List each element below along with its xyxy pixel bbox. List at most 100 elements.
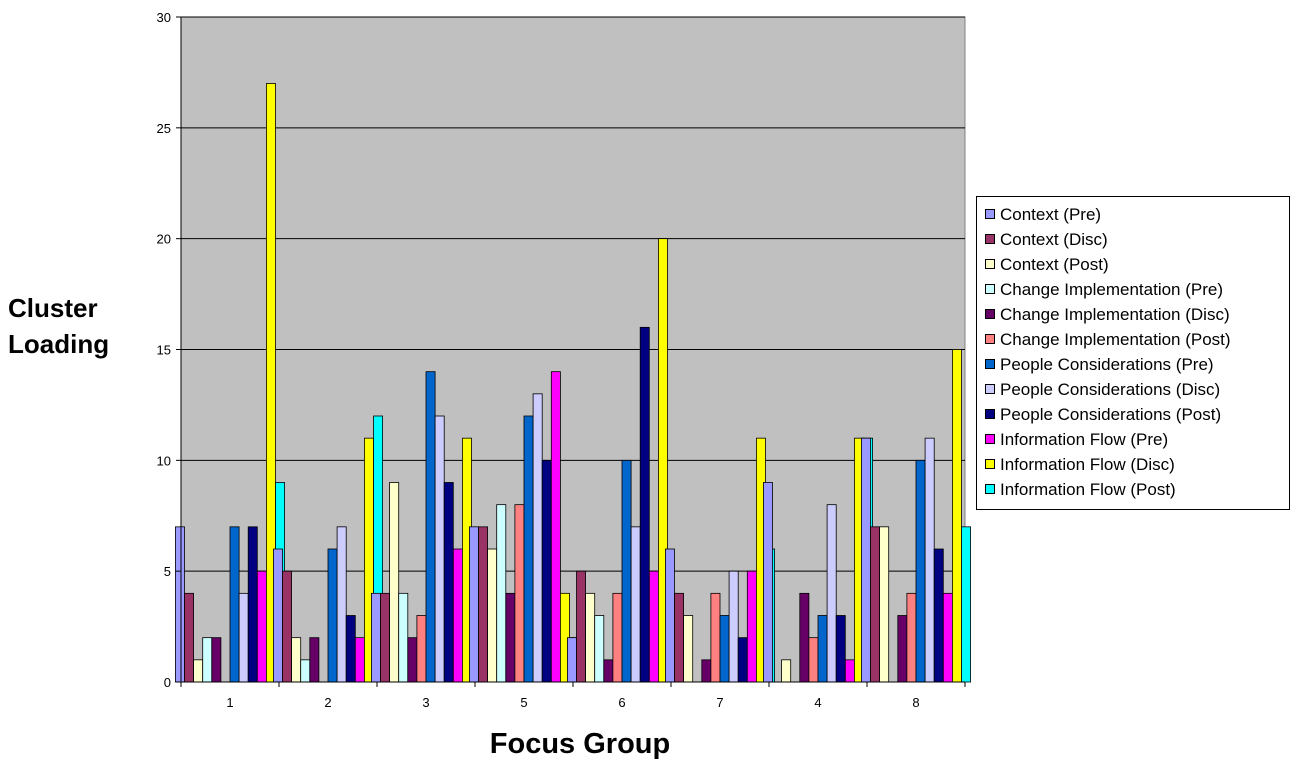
- legend-item: People Considerations (Disc): [977, 377, 1289, 402]
- legend-swatch: [985, 459, 995, 469]
- bar: [487, 548, 498, 683]
- bar: [478, 526, 489, 683]
- legend-swatch: [985, 334, 995, 344]
- bar: [844, 659, 855, 683]
- legend-swatch: [985, 384, 995, 394]
- bar: [924, 437, 935, 683]
- legend-label: Context (Post): [1000, 255, 1109, 274]
- bar: [523, 415, 534, 683]
- bar: [621, 459, 632, 683]
- bar: [746, 570, 757, 683]
- bar: [514, 504, 525, 683]
- bar: [309, 637, 320, 683]
- bar: [300, 659, 311, 683]
- bar: [434, 415, 445, 683]
- legend-swatch: [985, 284, 995, 294]
- bar: [193, 659, 204, 683]
- bar: [710, 592, 721, 683]
- bar: [416, 615, 427, 683]
- bar: [933, 548, 944, 683]
- y-tick-label: 15: [157, 343, 171, 358]
- legend-label: Change Implementation (Pre): [1000, 280, 1224, 299]
- bar: [229, 526, 240, 683]
- bar: [550, 371, 561, 683]
- bar: [728, 570, 739, 683]
- bar: [370, 592, 381, 683]
- legend-label: Information Flow (Pre): [1000, 430, 1169, 449]
- legend-item: Change Implementation (Post): [977, 327, 1289, 352]
- bar: [817, 615, 828, 683]
- y-tick-label: 20: [157, 232, 171, 247]
- y-axis-title: Cluster Loading: [8, 290, 138, 362]
- legend-swatch: [985, 484, 995, 494]
- legend-item: Context (Post): [977, 252, 1289, 277]
- bar: [961, 526, 972, 683]
- bar: [345, 615, 356, 683]
- legend-label: Context (Disc): [1000, 230, 1108, 249]
- legend-swatch: [985, 434, 995, 444]
- legend: Context (Pre) Context (Disc) Context (Po…: [976, 196, 1290, 510]
- axes: 0 5 10 15 20 25 30 1 2 3 5 6 7 4 8: [157, 10, 966, 710]
- bar: [541, 459, 552, 683]
- bar: [879, 526, 890, 683]
- legend-swatch: [985, 209, 995, 219]
- x-tick-label: 2: [324, 695, 331, 710]
- bar: [612, 592, 623, 683]
- y-tick-label: 30: [157, 10, 171, 25]
- bar: [763, 482, 773, 683]
- bar: [648, 570, 659, 683]
- bar: [468, 526, 479, 683]
- bar: [238, 592, 249, 683]
- bar: [826, 504, 837, 683]
- bar: [380, 592, 391, 683]
- x-tick-label: 6: [618, 695, 625, 710]
- bar: [861, 437, 871, 683]
- bar: [799, 592, 810, 683]
- legend-item: People Considerations (Post): [977, 402, 1289, 427]
- bar: [389, 482, 400, 683]
- legend-swatch: [985, 359, 995, 369]
- legend-item: Information Flow (Disc): [977, 452, 1289, 477]
- legend-item: Information Flow (Pre): [977, 427, 1289, 452]
- bar: [701, 659, 712, 683]
- y-tick-label: 5: [164, 564, 171, 579]
- x-tick-label: 1: [226, 695, 233, 710]
- bar: [247, 526, 258, 683]
- bar: [674, 592, 685, 683]
- y-axis-title-line-1: Cluster: [8, 293, 98, 323]
- legend-swatch: [985, 234, 995, 244]
- bar: [915, 459, 926, 683]
- bar: [336, 526, 347, 683]
- bar: [505, 592, 516, 683]
- bar: [532, 393, 543, 683]
- bar: [639, 326, 650, 683]
- bar: [291, 637, 302, 683]
- bar: [576, 570, 587, 683]
- bar: [870, 526, 881, 683]
- bars: [174, 83, 972, 683]
- bar: [256, 570, 267, 683]
- y-tick-label: 10: [157, 453, 171, 468]
- legend-label: People Considerations (Post): [1000, 405, 1222, 424]
- bar: [202, 637, 213, 683]
- bar: [942, 592, 953, 683]
- legend-item: Information Flow (Post): [977, 477, 1289, 502]
- bar: [737, 637, 748, 683]
- bar: [282, 570, 293, 683]
- bar: [407, 637, 418, 683]
- bar: [952, 349, 962, 683]
- bar: [272, 548, 283, 683]
- y-tick-label: 25: [157, 121, 171, 136]
- bar: [443, 482, 454, 683]
- bar: [327, 548, 338, 683]
- bar: [174, 526, 185, 683]
- bar: [594, 615, 605, 683]
- bar: [630, 526, 641, 683]
- bar: [665, 548, 675, 683]
- bar: [835, 615, 846, 683]
- x-tick-label: 4: [814, 695, 821, 710]
- legend-item: Change Implementation (Pre): [977, 277, 1289, 302]
- y-tick-label: 0: [164, 675, 171, 690]
- legend-swatch: [985, 409, 995, 419]
